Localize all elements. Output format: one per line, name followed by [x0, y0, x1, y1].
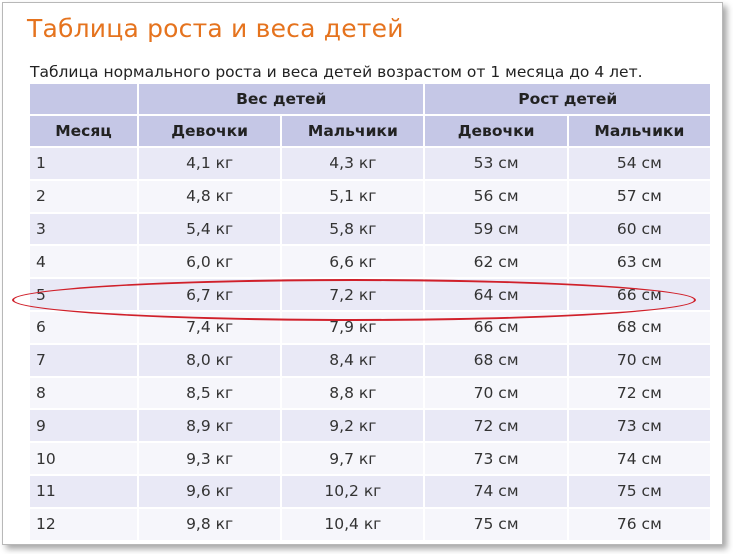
height-boys-cell: 66 см: [568, 279, 710, 310]
column-header-month: Месяц: [30, 116, 137, 146]
weight-girls-cell: 6,0 кг: [139, 246, 281, 278]
height-boys-cell: 75 см: [568, 475, 710, 507]
height-girls-cell: 59 см: [425, 213, 567, 245]
height-girls-cell: 56 см: [425, 180, 567, 212]
month-cell: 10: [30, 443, 137, 474]
height-girls-cell: 66 см: [425, 311, 567, 343]
height-boys-cell: 74 см: [568, 443, 710, 474]
header-empty-cell: [30, 84, 137, 114]
weight-boys-cell: 9,7 кг: [282, 443, 424, 474]
table-row: 11 9,6 кг 10,2 кг 74 см 75 см: [30, 475, 710, 507]
weight-girls-cell: 4,1 кг: [139, 148, 281, 179]
growth-weight-table: Вес детей Рост детей Месяц Девочки Мальч…: [28, 82, 712, 542]
column-header-row: Месяц Девочки Мальчики Девочки Мальчики: [30, 116, 710, 146]
month-cell: 5: [30, 279, 137, 310]
page-title: Таблица роста и веса детей: [27, 14, 404, 43]
height-boys-cell: 70 см: [568, 344, 710, 376]
weight-boys-cell: 10,2 кг: [282, 475, 424, 507]
weight-boys-cell: 5,8 кг: [282, 213, 424, 245]
weight-girls-cell: 7,4 кг: [139, 311, 281, 343]
height-boys-cell: 60 см: [568, 213, 710, 245]
column-header-height-boys: Мальчики: [568, 116, 710, 146]
weight-boys-cell: 4,3 кг: [282, 148, 424, 179]
weight-girls-cell: 8,9 кг: [139, 410, 281, 442]
group-header-height: Рост детей: [425, 84, 710, 114]
table-body: 1 4,1 кг 4,3 кг 53 см 54 см 2 4,8 кг 5,1 кг 56 с…: [30, 148, 710, 540]
table-row: 2 4,8 кг 5,1 кг 56 см 57 см: [30, 180, 710, 212]
weight-girls-cell: 5,4 кг: [139, 213, 281, 245]
group-header-row: Вес детей Рост детей: [30, 84, 710, 114]
height-girls-cell: 74 см: [425, 475, 567, 507]
table-row: 7 8,0 кг 8,4 кг 68 см 70 см: [30, 344, 710, 376]
month-cell: 8: [30, 377, 137, 409]
weight-boys-cell: 7,2 кг: [282, 279, 424, 310]
month-cell: 11: [30, 475, 137, 507]
month-cell: 6: [30, 311, 137, 343]
weight-girls-cell: 9,6 кг: [139, 475, 281, 507]
column-header-height-girls: Девочки: [425, 116, 567, 146]
weight-girls-cell: 9,8 кг: [139, 508, 281, 540]
weight-boys-cell: 8,8 кг: [282, 377, 424, 409]
table-row: 12 9,8 кг 10,4 кг 75 см 76 см: [30, 508, 710, 540]
weight-boys-cell: 6,6 кг: [282, 246, 424, 278]
weight-girls-cell: 4,8 кг: [139, 180, 281, 212]
height-boys-cell: 54 см: [568, 148, 710, 179]
table-row: 1 4,1 кг 4,3 кг 53 см 54 см: [30, 148, 710, 179]
height-girls-cell: 70 см: [425, 377, 567, 409]
height-girls-cell: 72 см: [425, 410, 567, 442]
table-caption: Таблица нормального роста и веса детей в…: [30, 63, 643, 81]
height-boys-cell: 73 см: [568, 410, 710, 442]
table-row: 5 6,7 кг 7,2 кг 64 см 66 см: [30, 279, 710, 310]
table-row: 6 7,4 кг 7,9 кг 66 см 68 см: [30, 311, 710, 343]
month-cell: 7: [30, 344, 137, 376]
height-boys-cell: 63 см: [568, 246, 710, 278]
month-cell: 2: [30, 180, 137, 212]
table-row: 4 6,0 кг 6,6 кг 62 см 63 см: [30, 246, 710, 278]
weight-girls-cell: 8,0 кг: [139, 344, 281, 376]
table-row: 10 9,3 кг 9,7 кг 73 см 74 см: [30, 443, 710, 474]
column-header-weight-boys: Мальчики: [282, 116, 424, 146]
weight-boys-cell: 10,4 кг: [282, 508, 424, 540]
month-cell: 12: [30, 508, 137, 540]
height-girls-cell: 53 см: [425, 148, 567, 179]
height-girls-cell: 75 см: [425, 508, 567, 540]
weight-girls-cell: 8,5 кг: [139, 377, 281, 409]
height-boys-cell: 57 см: [568, 180, 710, 212]
column-header-weight-girls: Девочки: [139, 116, 281, 146]
table-row: 3 5,4 кг 5,8 кг 59 см 60 см: [30, 213, 710, 245]
month-cell: 4: [30, 246, 137, 278]
table-row: 9 8,9 кг 9,2 кг 72 см 73 см: [30, 410, 710, 442]
month-cell: 3: [30, 213, 137, 245]
weight-boys-cell: 9,2 кг: [282, 410, 424, 442]
weight-girls-cell: 6,7 кг: [139, 279, 281, 310]
height-girls-cell: 64 см: [425, 279, 567, 310]
height-boys-cell: 76 см: [568, 508, 710, 540]
weight-girls-cell: 9,3 кг: [139, 443, 281, 474]
height-girls-cell: 62 см: [425, 246, 567, 278]
month-cell: 9: [30, 410, 137, 442]
weight-boys-cell: 7,9 кг: [282, 311, 424, 343]
weight-boys-cell: 5,1 кг: [282, 180, 424, 212]
height-boys-cell: 68 см: [568, 311, 710, 343]
month-cell: 1: [30, 148, 137, 179]
screenshot-frame: Таблица роста и веса детей Таблица норма…: [2, 2, 723, 545]
height-girls-cell: 68 см: [425, 344, 567, 376]
height-boys-cell: 72 см: [568, 377, 710, 409]
height-girls-cell: 73 см: [425, 443, 567, 474]
group-header-weight: Вес детей: [139, 84, 424, 114]
weight-boys-cell: 8,4 кг: [282, 344, 424, 376]
table-row: 8 8,5 кг 8,8 кг 70 см 72 см: [30, 377, 710, 409]
